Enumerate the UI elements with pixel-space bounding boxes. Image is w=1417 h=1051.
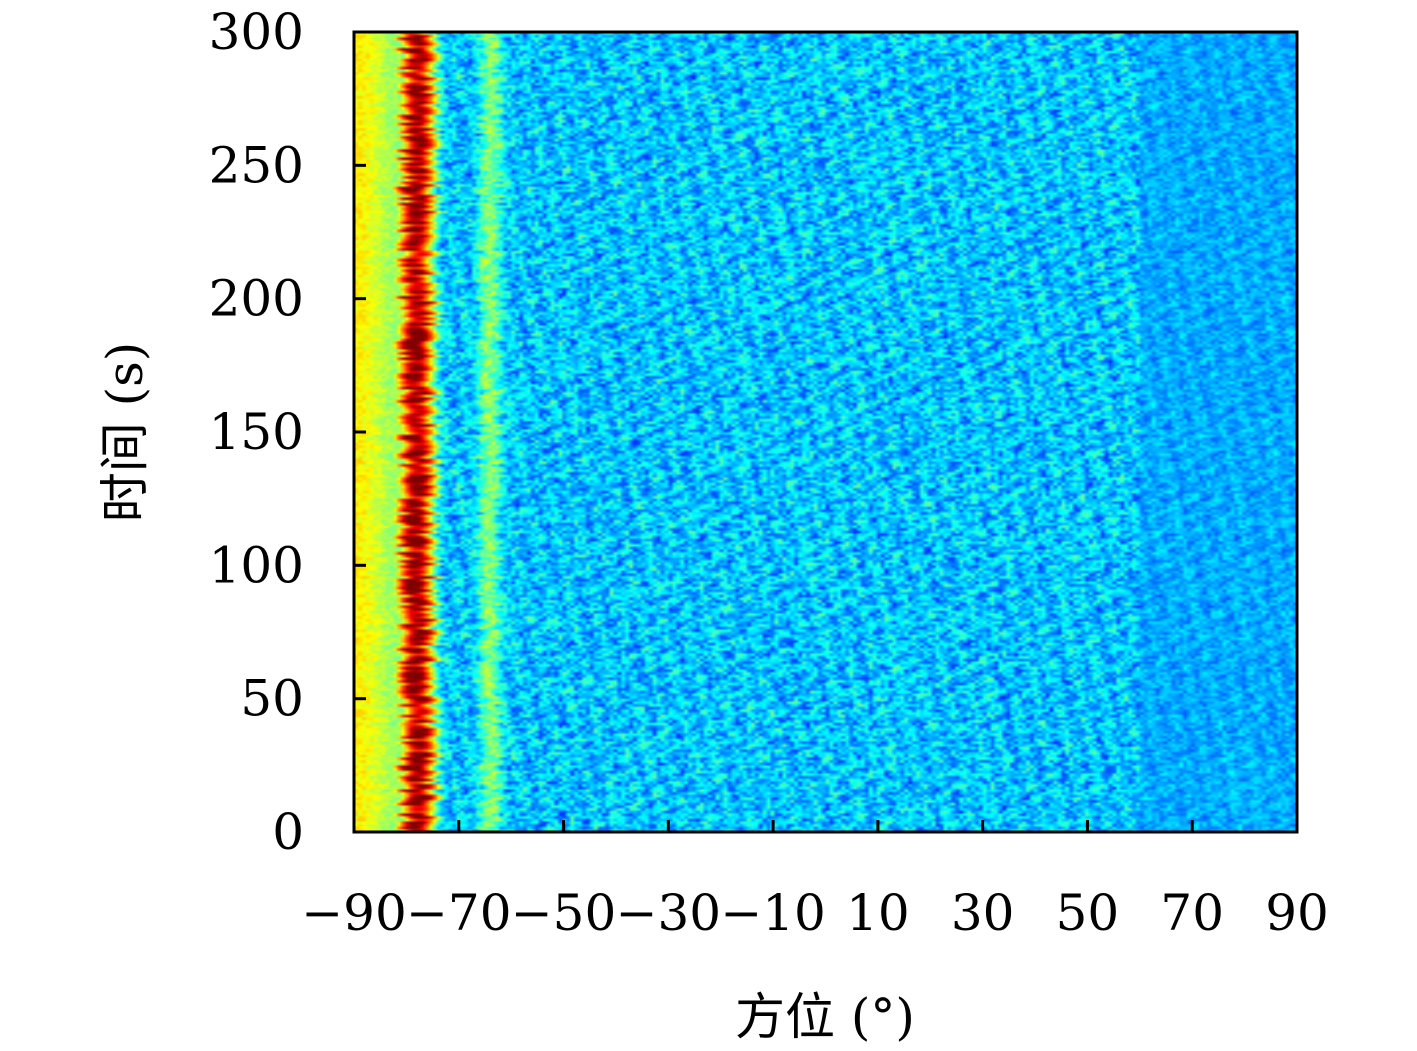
x-tick-label: −50	[511, 884, 617, 942]
y-tick-label: 150	[209, 403, 304, 461]
y-tick-label: 100	[209, 536, 304, 594]
y-tick-label: 250	[209, 136, 304, 194]
heatmap-image	[354, 32, 1297, 832]
x-tick-label: 90	[1265, 884, 1329, 942]
x-tick-label: −10	[720, 884, 826, 942]
y-axis-label: 时间 (s)	[96, 342, 154, 523]
y-axis-ticks: 0 50 100 150 200 250 300	[209, 3, 366, 861]
x-tick-label: 70	[1160, 884, 1224, 942]
x-axis-label: 方位 (°)	[735, 988, 915, 1046]
x-tick-label: −90	[301, 884, 407, 942]
x-tick-label: 10	[846, 884, 910, 942]
y-tick-label: 200	[209, 270, 304, 328]
x-tick-label: 50	[1056, 884, 1120, 942]
y-tick-label: 300	[209, 3, 304, 61]
y-tick-label: 0	[272, 803, 304, 861]
x-tick-label: −70	[406, 884, 512, 942]
x-tick-label: 30	[951, 884, 1015, 942]
y-tick-label: 50	[240, 670, 304, 728]
x-axis-ticks: −90 −70 −50 −30 −10 10 30 50 70 90	[301, 820, 1329, 942]
x-tick-label: −30	[616, 884, 722, 942]
plot-area	[352, 30, 1299, 834]
